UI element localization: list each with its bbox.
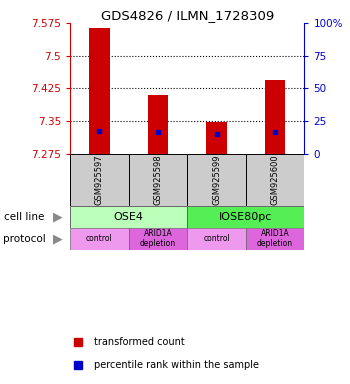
Text: ARID1A
depletion: ARID1A depletion [140,229,176,248]
Text: ARID1A
depletion: ARID1A depletion [257,229,293,248]
Text: cell line: cell line [4,212,44,222]
Text: GSM925599: GSM925599 [212,155,221,205]
Text: control: control [203,234,230,243]
Text: ▶: ▶ [53,232,63,245]
Text: percentile rank within the sample: percentile rank within the sample [94,360,259,370]
Title: GDS4826 / ILMN_1728309: GDS4826 / ILMN_1728309 [100,9,274,22]
Text: ▶: ▶ [53,210,63,223]
Bar [129,228,187,250]
Bar [70,228,129,250]
Bar [70,154,129,206]
Text: control: control [86,234,113,243]
Text: GSM925597: GSM925597 [95,155,104,205]
Text: transformed count: transformed count [94,337,184,347]
Bar [129,154,187,206]
Bar [187,154,246,206]
Text: protocol: protocol [4,234,46,244]
Bar [206,122,227,154]
Text: OSE4: OSE4 [114,212,144,222]
Bar [70,206,187,228]
Bar [187,206,304,228]
Text: GSM925600: GSM925600 [271,155,280,205]
Bar [246,228,304,250]
Text: GSM925598: GSM925598 [153,155,162,205]
Text: IOSE80pc: IOSE80pc [219,212,273,222]
Bar [265,80,286,154]
Bar [148,95,168,154]
Bar [187,228,246,250]
Bar [89,28,110,154]
Bar [246,154,304,206]
